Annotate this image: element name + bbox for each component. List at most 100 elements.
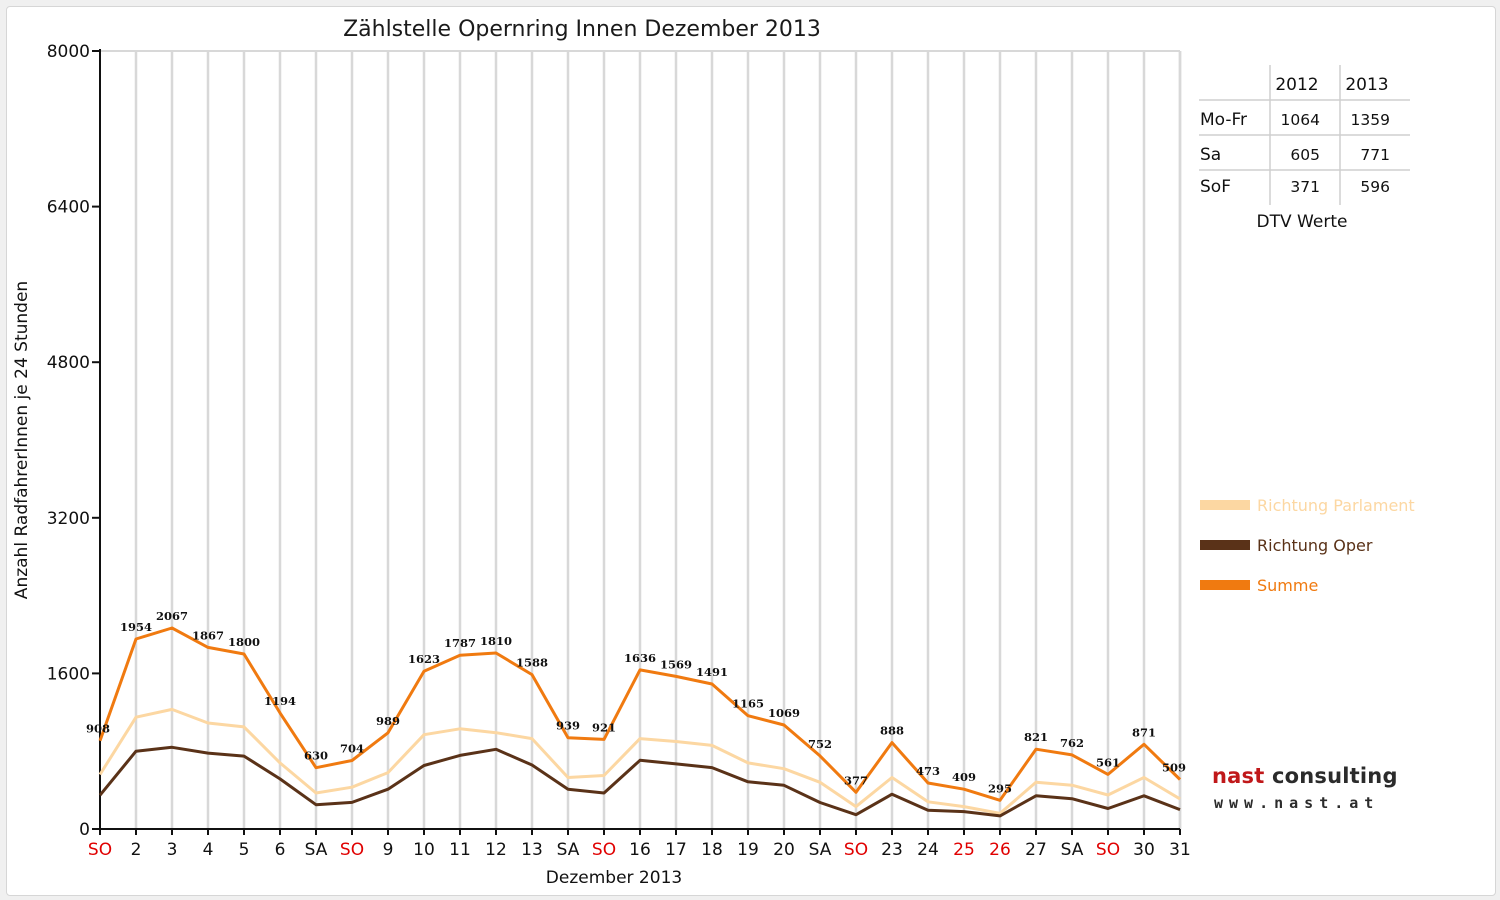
dtv-row-label: SoF: [1200, 177, 1231, 197]
y-tick-label: 6400: [47, 198, 90, 218]
x-tick-label: 16: [629, 840, 651, 860]
dtv-row-label: Mo-Fr: [1200, 110, 1247, 130]
chart-frame: [6, 6, 1496, 896]
y-tick-label: 4800: [47, 353, 90, 373]
logo-name-part1: nast: [1212, 764, 1265, 788]
x-tick-label: 19: [737, 840, 759, 860]
dtv-header-2012: 2012: [1275, 75, 1318, 95]
x-tick-label: 26: [989, 840, 1011, 860]
legend-swatch-richtung-parlament: [1200, 500, 1250, 510]
data-label: 762: [1060, 736, 1084, 750]
data-label: 1867: [192, 628, 224, 642]
dtv-cell: 605: [1290, 146, 1320, 164]
logo-wordmark: nast consulting: [1212, 764, 1398, 788]
data-label: 921: [592, 720, 616, 734]
x-tick-label: 3: [167, 840, 178, 860]
x-tick-label: 20: [773, 840, 795, 860]
x-axis-label: Dezember 2013: [546, 868, 682, 888]
legend-label-richtung-parlament: Richtung Parlament: [1257, 496, 1415, 515]
chart-title: Zählstelle Opernring Innen Dezember 2013: [343, 17, 821, 42]
x-tick-label: 11: [449, 840, 471, 860]
x-tick-label: SO: [1096, 840, 1120, 860]
dtv-caption: DTV Werte: [1257, 212, 1348, 232]
x-tick-label: SO: [88, 840, 112, 860]
x-tick-label: 27: [1025, 840, 1047, 860]
dtv-cell: 596: [1360, 178, 1390, 196]
y-tick-label: 1600: [47, 664, 90, 684]
x-tick-label: SA: [1061, 840, 1084, 860]
data-label: 704: [340, 742, 364, 756]
data-label: 939: [556, 719, 580, 733]
data-label: 2067: [156, 609, 188, 623]
y-tick-label: 3200: [47, 509, 90, 529]
y-axis-label: Anzahl RadfahrerInnen je 24 Stunden: [12, 281, 32, 599]
legend-swatch-summe: [1200, 580, 1250, 590]
x-tick-label: 6: [275, 840, 286, 860]
x-tick-label: 30: [1133, 840, 1155, 860]
y-tick-label: 8000: [47, 42, 90, 62]
series-line-richtung-oper: [98, 745, 1181, 818]
dtv-cell: 371: [1290, 178, 1320, 196]
x-tick-label: 18: [701, 840, 723, 860]
data-label: 871: [1132, 725, 1156, 739]
x-tick-label: SO: [340, 840, 364, 860]
data-label: 1810: [480, 634, 512, 648]
x-tick-label: SA: [809, 840, 832, 860]
y-tick-label: 0: [79, 820, 90, 840]
series-lines: [98, 626, 1182, 818]
series-line-summe: [98, 626, 1182, 802]
data-label: 1194: [264, 694, 296, 708]
data-label: 509: [1162, 760, 1186, 774]
data-label: 821: [1024, 730, 1048, 744]
x-tick-label: 31: [1169, 840, 1191, 860]
data-label: 1588: [516, 656, 548, 670]
dtv-row-label: Sa: [1200, 145, 1221, 165]
data-label: 989: [376, 714, 400, 728]
legend-label-richtung-oper: Richtung Oper: [1257, 536, 1373, 555]
data-label: 1787: [444, 636, 476, 650]
dtv-header-2013: 2013: [1345, 75, 1388, 95]
data-label: 1069: [768, 706, 800, 720]
x-tick-label: SA: [557, 840, 580, 860]
x-tick-label: 13: [521, 840, 543, 860]
x-tick-label: 5: [239, 840, 250, 860]
data-label: 630: [304, 749, 328, 763]
data-label: 1623: [408, 652, 440, 666]
x-tick-label: 12: [485, 840, 507, 860]
y-tick-labels: 0 1600 3200 4800 6400 8000: [47, 42, 90, 840]
data-label: 1491: [696, 665, 728, 679]
data-label: 1636: [624, 651, 656, 665]
logo-url: www.nast.at: [1214, 794, 1380, 812]
data-label: 752: [808, 737, 832, 751]
series-line-richtung-parlament: [98, 707, 1181, 815]
legend-swatch-richtung-oper: [1200, 540, 1250, 550]
data-label: 409: [952, 770, 976, 784]
data-label: 377: [844, 773, 868, 787]
legend: Richtung Parlament Richtung Oper Summe: [1200, 496, 1415, 595]
data-label: 1569: [660, 657, 692, 671]
x-tick-label: 17: [665, 840, 687, 860]
axes: [92, 49, 1181, 835]
data-label: 473: [916, 764, 940, 778]
x-tick-label: SO: [844, 840, 868, 860]
company-logo: nast consulting www.nast.at: [1200, 750, 1443, 825]
data-label: 561: [1096, 755, 1120, 769]
x-tick-label: 24: [917, 840, 939, 860]
x-tick-label: 2: [131, 840, 142, 860]
data-label: 1165: [732, 697, 764, 711]
legend-label-summe: Summe: [1257, 576, 1318, 595]
grid: [100, 50, 1182, 829]
x-tick-labels: SO 2 3 4 5 6 SA SO 9 10 11 12 13 SA SO 16 17 18 19 20 SA SO 23…: [88, 840, 1191, 860]
data-labels: 908 1954 2067 1867 1800 1194 630 704 989 1623 1787…: [86, 609, 1186, 795]
x-tick-label: 4: [203, 840, 214, 860]
dtv-cell: 771: [1360, 146, 1390, 164]
dtv-table: 2012 2013 Mo-Fr 1064 1359 Sa 605 771 SoF…: [1199, 65, 1410, 232]
x-tick-label: SA: [305, 840, 328, 860]
dtv-cell: 1064: [1281, 111, 1320, 129]
x-tick-label: SO: [592, 840, 616, 860]
data-label: 1800: [228, 635, 260, 649]
data-label: 908: [86, 722, 110, 736]
logo-name-part2: consulting: [1271, 764, 1398, 788]
data-label: 1954: [120, 620, 152, 634]
